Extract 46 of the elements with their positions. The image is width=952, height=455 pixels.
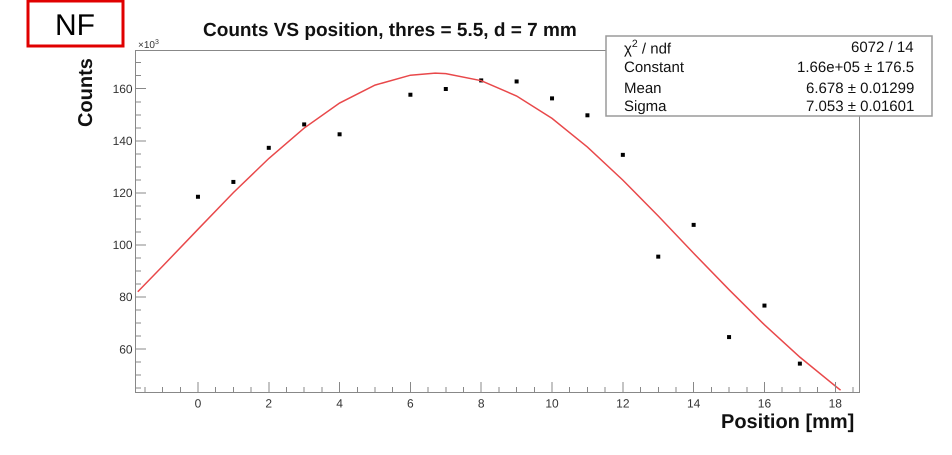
x-tick-label: 14 [686, 396, 701, 410]
y-tick-label: 160 [112, 82, 133, 96]
y-tick-label: 120 [112, 186, 133, 200]
point [620, 152, 625, 157]
point [302, 122, 306, 126]
point [656, 254, 660, 259]
point [196, 194, 200, 199]
x-tick-label: 8 [478, 396, 485, 410]
point [692, 222, 696, 227]
x-tick-label: 12 [616, 396, 630, 410]
annotation: 7.053 ± 0.01601 [806, 98, 914, 115]
annotation: 1.66e+05 ± 176.5 [797, 59, 914, 76]
x-tick-label: 18 [828, 396, 842, 410]
point [550, 96, 554, 100]
x-tick-label: 10 [545, 396, 560, 410]
point [514, 79, 519, 84]
x-tick-label: 6 [407, 396, 414, 410]
point [762, 304, 766, 308]
y-tick-label: 100 [112, 238, 133, 252]
x-tick-label: 2 [265, 396, 272, 410]
y-tick-label: 140 [112, 134, 133, 148]
point [798, 362, 802, 366]
annotation: Mean [624, 80, 662, 97]
point [585, 113, 590, 118]
x-tick-label: 16 [758, 396, 772, 410]
annotation: 6072 / 14 [851, 39, 914, 56]
line-series [137, 72, 842, 391]
y-tick-label: 80 [119, 290, 133, 304]
point [727, 335, 732, 340]
point [266, 146, 271, 150]
x-tick-label: 4 [336, 396, 344, 410]
annotation: 6.678 ± 0.01299 [806, 80, 914, 97]
y-axis-title: Counts [75, 58, 97, 127]
text: NF [55, 9, 95, 42]
annotation: χ$^{2}$ / ndf [624, 38, 672, 58]
point [444, 87, 448, 91]
point [231, 180, 236, 184]
annotation: ×10$^{3}$ [138, 39, 159, 52]
annotation: Constant [624, 59, 685, 76]
chart-title: Counts VS position, thres = 5.5, d = 7 mm [203, 20, 577, 41]
x-axis-title: Position [mm] [721, 411, 854, 433]
y-tick-label: 60 [119, 342, 133, 356]
point [408, 92, 412, 97]
point [338, 132, 342, 136]
x-tick-label: 0 [194, 396, 202, 410]
annotation: Sigma [624, 98, 668, 115]
